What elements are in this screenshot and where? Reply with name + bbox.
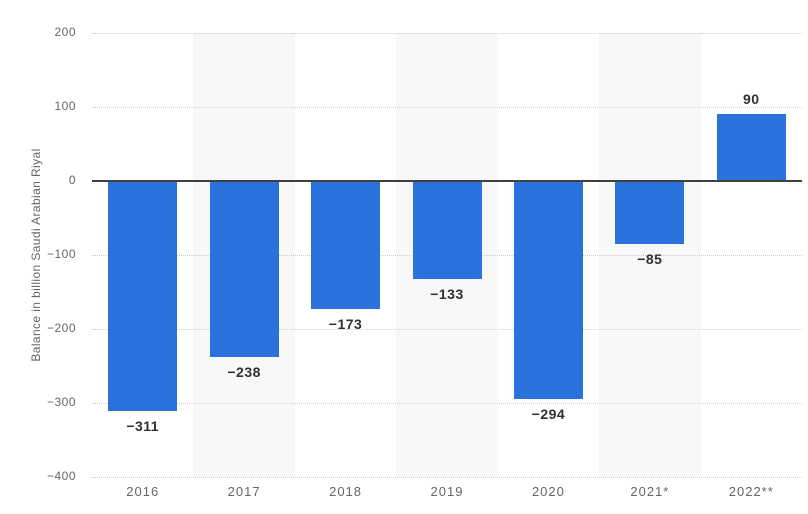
bar-value-label: −173	[328, 316, 363, 333]
x-axis-label: 2017	[227, 484, 261, 499]
y-gridline	[92, 476, 802, 478]
x-axis-label: 2019	[430, 484, 464, 499]
y-gridline	[92, 106, 802, 108]
bar-value-label: 90	[742, 91, 760, 108]
bar[interactable]	[513, 181, 583, 399]
bar[interactable]	[108, 181, 178, 412]
zero-baseline	[92, 180, 802, 182]
y-tick-label: −100	[46, 247, 76, 261]
bar-value-label: −294	[531, 405, 566, 422]
bar-value-label: −238	[227, 364, 261, 381]
bar[interactable]	[209, 181, 279, 358]
y-tick-label: −300	[46, 395, 76, 409]
x-axis-label: 2021*	[630, 484, 670, 499]
bar-value-label: −133	[430, 286, 464, 303]
x-axis-label: 2018	[329, 484, 363, 499]
y-tick-label: −400	[46, 469, 76, 483]
bar[interactable]	[615, 181, 685, 244]
bar[interactable]	[412, 181, 482, 280]
y-gridline	[92, 32, 802, 34]
x-axis-label: 2022**	[728, 484, 774, 499]
x-axis-label: 2020	[531, 484, 565, 499]
y-gridline	[92, 402, 802, 404]
y-tick-label: 0	[68, 173, 76, 187]
bar-value-label: −311	[126, 418, 160, 435]
bar[interactable]	[716, 114, 786, 181]
y-gridline	[92, 328, 802, 330]
bar[interactable]	[311, 181, 381, 310]
x-axis-label: 2016	[126, 484, 160, 499]
y-tick-label: 200	[54, 25, 76, 39]
y-tick-label: −200	[46, 321, 76, 335]
bar-value-label: −85	[637, 250, 663, 267]
y-tick-label: 100	[54, 99, 76, 113]
